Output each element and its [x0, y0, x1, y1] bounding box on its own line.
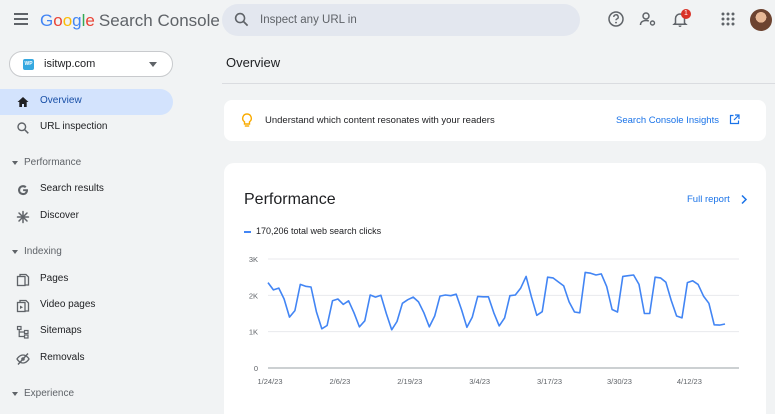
sidebar-item-label: Search results — [40, 183, 104, 194]
section-label: Indexing — [24, 246, 62, 257]
section-experience[interactable]: Experience — [0, 385, 173, 405]
collapse-triangle-icon — [12, 161, 18, 165]
caret-down-icon — [149, 62, 157, 67]
x-tick-label: 2/19/23 — [397, 377, 422, 386]
notification-badge: 1 — [681, 9, 691, 19]
logo-letter: o — [53, 11, 63, 30]
logo-letter: G — [40, 11, 54, 30]
search-icon — [17, 122, 29, 134]
clicks-line-chart: 0 1K 2K 3K 1/24/23 2/6/23 2/19/23 3/4/23 3/17/23… — [249, 255, 739, 386]
page-title: Overview — [226, 55, 281, 70]
video-pages-icon — [16, 299, 30, 313]
url-inspect-search[interactable] — [222, 4, 580, 36]
pages-icon — [16, 273, 30, 287]
asterisk-icon — [16, 210, 30, 224]
manage-users-icon[interactable] — [639, 10, 657, 28]
open-in-new-icon[interactable] — [729, 114, 740, 125]
performance-title: Performance — [244, 191, 336, 208]
x-tick-label: 3/4/23 — [469, 377, 490, 386]
avatar[interactable] — [750, 9, 772, 31]
performance-card: Performance Full report 170,206 total we… — [224, 163, 766, 414]
y-tick-label: 0 — [254, 364, 258, 373]
product-name: Search Console — [98, 11, 220, 30]
sidebar-item-search-results[interactable]: Search results — [0, 177, 173, 203]
sidebar-item-removals[interactable]: Removals — [0, 346, 173, 372]
sidebar-item-discover[interactable]: Discover — [0, 204, 173, 230]
insights-link[interactable]: Search Console Insights — [616, 115, 719, 126]
sidebar-item-video-pages[interactable]: Video pages — [0, 293, 173, 319]
series-line-clicks — [267, 271, 726, 331]
app-logo[interactable]: Google Search Console — [40, 11, 220, 31]
sidebar-item-label: Video pages — [40, 299, 96, 310]
y-tick-label: 3K — [249, 255, 258, 264]
x-tick-label: 3/30/23 — [607, 377, 632, 386]
property-selector[interactable]: WP isitwp.com — [9, 51, 173, 77]
sidebar: WP isitwp.com Overview URL inspection Pe… — [0, 40, 190, 414]
x-tick-label: 2/6/23 — [329, 377, 350, 386]
sidebar-item-label: Pages — [40, 273, 69, 284]
sidebar-item-sitemaps[interactable]: Sitemaps — [0, 319, 173, 345]
sidebar-item-label: Discover — [40, 210, 79, 221]
apps-icon[interactable] — [719, 10, 737, 28]
y-tick-label: 1K — [249, 328, 258, 337]
section-indexing[interactable]: Indexing — [0, 243, 173, 263]
logo-letter: g — [72, 11, 82, 30]
section-label: Performance — [24, 157, 82, 168]
insight-text: Understand which content resonates with … — [265, 115, 495, 126]
sidebar-item-label: Overview — [40, 95, 82, 106]
sidebar-item-label: URL inspection — [40, 121, 108, 132]
x-tick-label: 3/17/23 — [537, 377, 562, 386]
full-report-link[interactable]: Full report — [687, 194, 730, 205]
sidebar-item-url-inspection[interactable]: URL inspection — [0, 115, 173, 141]
help-icon[interactable] — [607, 10, 625, 28]
section-performance[interactable]: Performance — [0, 154, 173, 174]
search-icon — [234, 12, 249, 27]
property-name: isitwp.com — [44, 58, 96, 70]
x-tick-label: 4/12/23 — [677, 377, 702, 386]
logo-letter: l — [81, 11, 86, 30]
legend-label: 170,206 total web search clicks — [256, 226, 382, 236]
property-favicon: WP — [23, 59, 34, 70]
menu-icon[interactable] — [14, 13, 28, 25]
removals-icon — [16, 353, 30, 365]
sidebar-item-label: Removals — [40, 352, 85, 363]
sidebar-item-pages[interactable]: Pages — [0, 267, 173, 293]
x-tick-label: 1/24/23 — [257, 377, 282, 386]
y-tick-label: 2K — [249, 291, 258, 300]
home-icon — [17, 97, 29, 107]
section-label: Experience — [24, 388, 75, 399]
divider — [222, 83, 775, 84]
insights-card: Understand which content resonates with … — [224, 100, 766, 141]
logo-letter: e — [85, 11, 95, 30]
search-input[interactable] — [260, 10, 560, 30]
sidebar-item-label: Sitemaps — [40, 325, 82, 336]
google-g-icon — [18, 185, 28, 196]
sitemap-icon — [16, 325, 29, 339]
sidebar-item-overview[interactable]: Overview — [0, 89, 173, 115]
collapse-triangle-icon — [12, 392, 18, 396]
lightbulb-icon — [242, 113, 252, 127]
legend-swatch — [244, 231, 251, 233]
chevron-right-icon[interactable] — [740, 194, 748, 205]
collapse-triangle-icon — [12, 250, 18, 254]
logo-letter: o — [62, 11, 73, 30]
